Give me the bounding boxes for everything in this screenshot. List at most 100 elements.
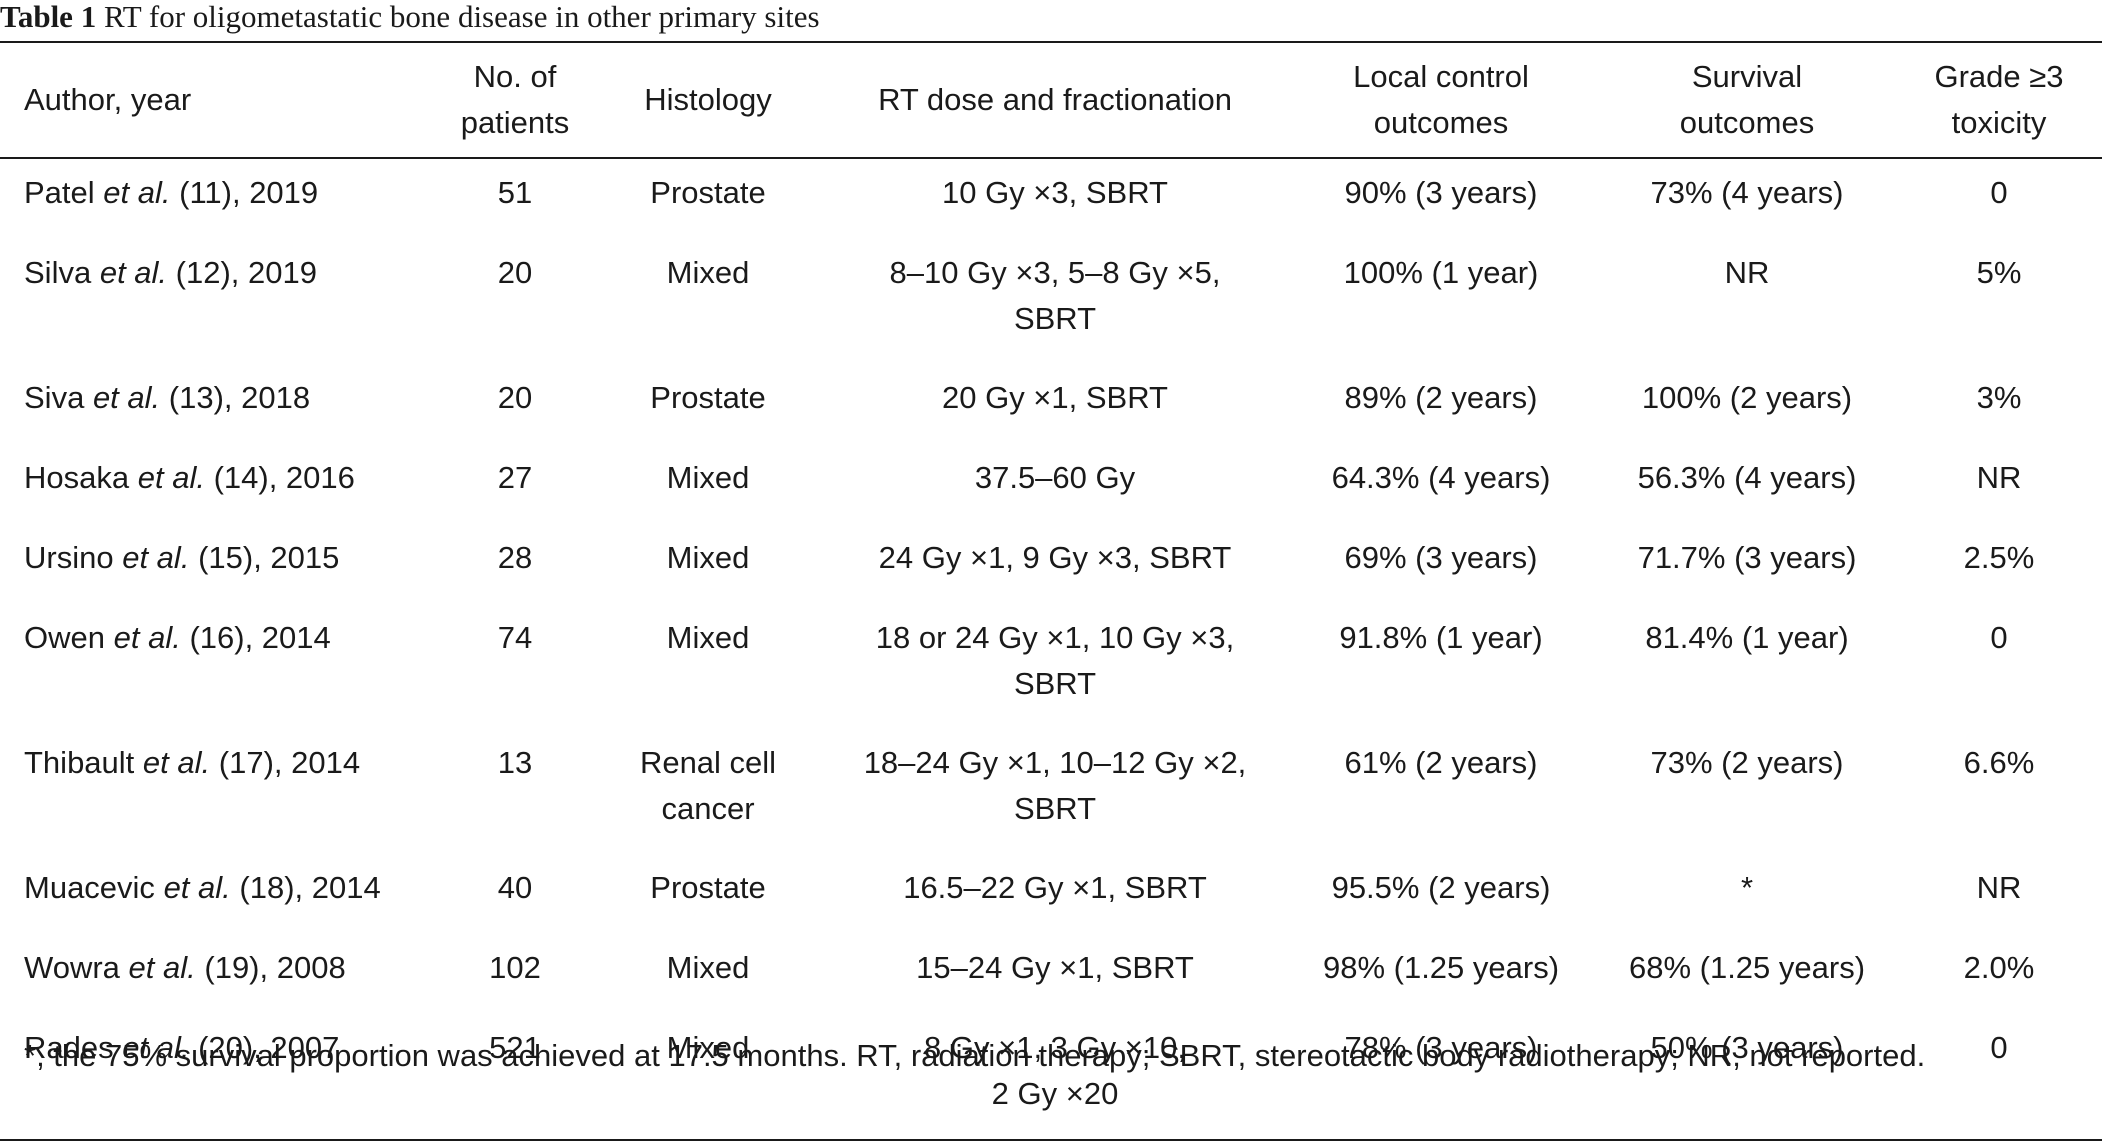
author-ref-year: (12), 2019 bbox=[175, 255, 317, 290]
author-name: Ursino bbox=[24, 540, 114, 575]
cell-rt: 20 Gy ×1, SBRT bbox=[826, 364, 1284, 444]
cell-author: Wowra et al. (19), 2008 bbox=[0, 934, 440, 1014]
header-rt: RT dose and fractionation bbox=[826, 42, 1284, 158]
author-name: Siva bbox=[24, 380, 85, 415]
cell-local-control: 89% (2 years) bbox=[1344, 380, 1538, 415]
cell-histology: Renal cell cancer bbox=[590, 729, 826, 854]
author-ref-year: (17), 2014 bbox=[218, 745, 361, 780]
cell-toxicity: 5% bbox=[1976, 255, 2022, 290]
author-etal: et al. bbox=[122, 540, 190, 575]
author-ref-year: (14), 2016 bbox=[213, 460, 355, 495]
header-survival-line1: Survival bbox=[1691, 59, 1803, 94]
cell-local-control: 61% (2 years) bbox=[1344, 745, 1538, 780]
cell-survival: 73% (4 years) bbox=[1650, 175, 1844, 210]
histology-line1: Mixed bbox=[666, 255, 750, 290]
rt-line1: 10 Gy ×3, SBRT bbox=[941, 175, 1168, 210]
header-rt-label: RT dose and fractionation bbox=[878, 82, 1232, 117]
cell-author: Hosaka et al. (14), 2016 bbox=[0, 444, 440, 524]
cell-author: Owen et al. (16), 2014 bbox=[0, 604, 440, 729]
author-etal: et al. bbox=[92, 380, 161, 415]
table-container: Author, year No. of patients Histology R… bbox=[0, 41, 2102, 1141]
author-ref-year: (15), 2015 bbox=[198, 540, 340, 575]
cell-patients: 27 bbox=[497, 460, 533, 495]
table-row: Wowra et al. (19), 2008 102 Mixed 15–24 … bbox=[0, 934, 2102, 1014]
cell-histology: Mixed bbox=[590, 524, 826, 604]
header-local-line1: Local control bbox=[1353, 59, 1529, 94]
cell-histology: Prostate bbox=[590, 364, 826, 444]
header-local-line2: outcomes bbox=[1373, 105, 1509, 140]
cell-rt: 18–24 Gy ×1, 10–12 Gy ×2, SBRT bbox=[826, 729, 1284, 854]
author-ref-year: (11), 2019 bbox=[179, 175, 319, 210]
cell-author: Rades et al. (20), 2007 bbox=[0, 1014, 440, 1140]
table-row: Hosaka et al. (14), 2016 27 Mixed 37.5–6… bbox=[0, 444, 2102, 524]
table-row: Siva et al. (13), 2018 20 Prostate 20 Gy… bbox=[0, 364, 2102, 444]
cell-author: Silva et al. (12), 2019 bbox=[0, 239, 440, 364]
histology-line2: cancer bbox=[661, 791, 755, 826]
cell-toxicity: 2.5% bbox=[1963, 540, 2035, 575]
rt-line2: SBRT bbox=[1013, 791, 1097, 826]
cell-patients: 28 bbox=[497, 540, 533, 575]
data-table: Author, year No. of patients Histology R… bbox=[0, 41, 2102, 1141]
cell-toxicity: 0 bbox=[1990, 1030, 2008, 1065]
cell-toxicity: 0 bbox=[1990, 175, 2008, 210]
cell-histology: Mixed bbox=[590, 1014, 826, 1140]
cell-toxicity: 2.0% bbox=[1963, 950, 2035, 985]
cell-toxicity: NR bbox=[1976, 870, 2022, 905]
histology-line1: Prostate bbox=[650, 380, 766, 415]
histology-line1: Mixed bbox=[666, 540, 750, 575]
cell-survival: 71.7% (3 years) bbox=[1637, 540, 1857, 575]
cell-rt: 8–10 Gy ×3, 5–8 Gy ×5, SBRT bbox=[826, 239, 1284, 364]
author-ref-year: (20), 2007 bbox=[198, 1030, 340, 1065]
cell-survival: 50% (3 years) bbox=[1650, 1030, 1844, 1065]
header-histology: Histology bbox=[590, 42, 826, 158]
header-author-label: Author, year bbox=[24, 82, 192, 117]
cell-local-control: 78% (3 years) bbox=[1344, 1030, 1538, 1065]
cell-survival: * bbox=[1740, 870, 1754, 905]
cell-toxicity: 0 bbox=[1990, 620, 2008, 655]
header-local-control: Local control outcomes bbox=[1284, 42, 1598, 158]
rt-line1: 18–24 Gy ×1, 10–12 Gy ×2, bbox=[863, 745, 1247, 780]
author-ref-year: (13), 2018 bbox=[168, 380, 311, 415]
header-patients-line1: No. of bbox=[473, 59, 557, 94]
table-caption: Table 1 RT for oligometastatic bone dise… bbox=[0, 0, 820, 34]
header-author: Author, year bbox=[0, 42, 440, 158]
header-toxicity: Grade ≥3 toxicity bbox=[1896, 42, 2102, 158]
cell-survival: NR bbox=[1724, 255, 1770, 290]
histology-line1: Mixed bbox=[666, 950, 750, 985]
cell-survival: 56.3% (4 years) bbox=[1637, 460, 1857, 495]
table-caption-title: RT for oligometastatic bone disease in o… bbox=[103, 0, 820, 34]
header-toxicity-line1: Grade ≥3 bbox=[1934, 59, 2064, 94]
header-survival-line2: outcomes bbox=[1679, 105, 1815, 140]
cell-patients: 40 bbox=[497, 870, 533, 905]
table-body: Patel et al. (11), 2019 51 Prostate 10 G… bbox=[0, 158, 2102, 1140]
rt-line1: 16.5–22 Gy ×1, SBRT bbox=[903, 870, 1207, 905]
author-etal: et al. bbox=[128, 950, 196, 985]
table-row: Patel et al. (11), 2019 51 Prostate 10 G… bbox=[0, 158, 2102, 239]
table-row: Owen et al. (16), 2014 74 Mixed 18 or 24… bbox=[0, 604, 2102, 729]
rt-line1: 15–24 Gy ×1, SBRT bbox=[916, 950, 1194, 985]
table-footnote: *, the 75% survival proportion was achie… bbox=[24, 1038, 1926, 1073]
rt-line1: 20 Gy ×1, SBRT bbox=[941, 380, 1168, 415]
table-row: Thibault et al. (17), 2014 13 Renal cell… bbox=[0, 729, 2102, 854]
cell-rt: 8 Gy ×1, 3 Gy ×10, 2 Gy ×20 bbox=[826, 1014, 1284, 1140]
cell-local-control: 100% (1 year) bbox=[1343, 255, 1539, 290]
cell-histology: Mixed bbox=[590, 604, 826, 729]
cell-patients: 521 bbox=[489, 1030, 541, 1065]
histology-line1: Mixed bbox=[666, 620, 750, 655]
cell-rt: 16.5–22 Gy ×1, SBRT bbox=[826, 854, 1284, 934]
cell-histology: Prostate bbox=[590, 158, 826, 239]
cell-histology: Mixed bbox=[590, 239, 826, 364]
cell-patients: 20 bbox=[497, 255, 533, 290]
cell-patients: 20 bbox=[497, 380, 533, 415]
cell-local-control: 98% (1.25 years) bbox=[1322, 950, 1560, 985]
cell-histology: Mixed bbox=[590, 934, 826, 1014]
header-toxicity-line2: toxicity bbox=[1951, 105, 2047, 140]
header-patients-line2: patients bbox=[460, 105, 570, 140]
table-row: Ursino et al. (15), 2015 28 Mixed 24 Gy … bbox=[0, 524, 2102, 604]
author-etal: et al. bbox=[113, 620, 181, 655]
author-name: Muacevic bbox=[24, 870, 155, 905]
table-row: Rades et al. (20), 2007 521 Mixed 8 Gy ×… bbox=[0, 1014, 2102, 1140]
histology-line1: Mixed bbox=[666, 460, 750, 495]
histology-line1: Prostate bbox=[650, 870, 766, 905]
author-name: Rades bbox=[24, 1030, 114, 1065]
